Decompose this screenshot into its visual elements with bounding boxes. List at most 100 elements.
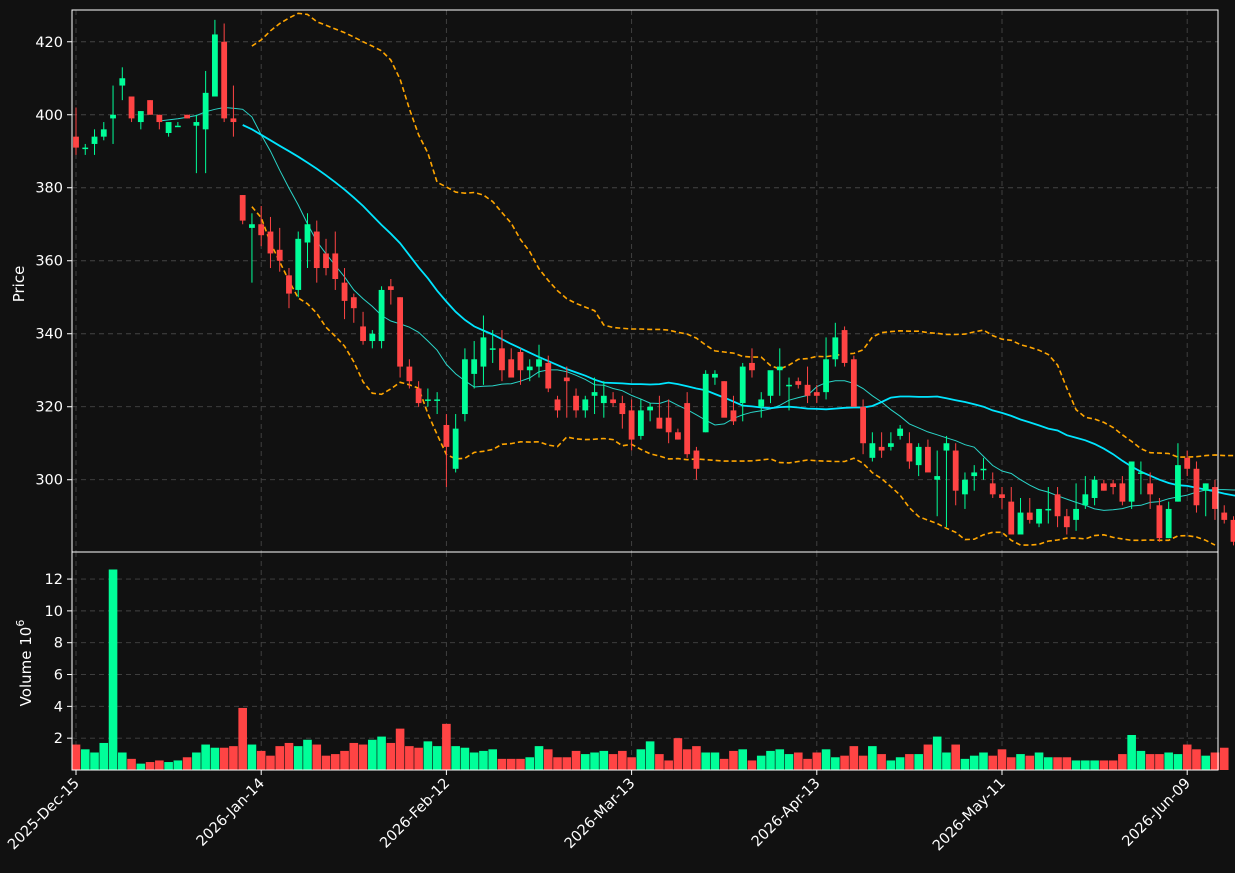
volume-bar: [395, 728, 405, 770]
volume-bar: [719, 758, 729, 770]
candle-body-up: [1036, 508, 1042, 524]
candle-body-up: [832, 337, 839, 360]
candle-body-up: [712, 373, 718, 378]
volume-bar: [164, 762, 173, 770]
volume-bar: [1155, 754, 1164, 770]
candle-body-down: [258, 224, 265, 236]
candle-body-down: [1100, 483, 1107, 491]
price-tick-label: 300: [35, 473, 63, 489]
volume-bar: [1034, 752, 1044, 770]
candle-body-down: [406, 366, 413, 382]
candle-body-up: [776, 366, 783, 371]
candle-body-up: [452, 428, 459, 469]
volume-bar: [543, 749, 553, 770]
volume-bar: [682, 749, 692, 770]
candle-body-up: [174, 125, 181, 128]
volume-bar: [608, 754, 618, 770]
candle-body-up: [934, 476, 941, 480]
candle-body-down: [999, 494, 1005, 498]
price-tick-label: 420: [35, 35, 63, 51]
candle-body-up: [489, 348, 496, 350]
candle-body-down: [517, 351, 524, 371]
volume-bar: [553, 757, 562, 770]
candle-body-down: [156, 114, 163, 123]
candle-body-down: [563, 377, 570, 382]
volume-bar: [979, 752, 988, 770]
volume-bar: [442, 723, 451, 770]
candle-body-up: [823, 359, 829, 393]
candle-body-down: [545, 362, 552, 389]
volume-tick-label: 8: [54, 636, 63, 652]
volume-bar: [506, 758, 516, 770]
candle-body-down: [730, 410, 737, 422]
candle-body-up: [1165, 508, 1172, 539]
volume-bar: [71, 744, 81, 770]
volume-bar: [775, 749, 785, 770]
volume-bar: [460, 747, 470, 770]
candle-body-up: [434, 399, 441, 401]
volume-bar: [1062, 757, 1072, 770]
volume-bar: [293, 746, 303, 770]
volume-bar: [1099, 760, 1109, 770]
candle-body-up: [202, 92, 209, 130]
volume-panel-frame: [71, 551, 1219, 771]
candle-body-down: [508, 359, 515, 378]
candle-body-up: [1082, 494, 1089, 506]
volume-bar: [784, 754, 794, 770]
candle-body-up: [536, 359, 542, 367]
volume-bar: [766, 750, 775, 770]
volume-tick-label: 6: [54, 668, 63, 684]
candle-body-up: [1091, 479, 1098, 498]
candle-body-up: [1045, 508, 1052, 511]
volume-bar: [127, 758, 136, 770]
candle-body-down: [860, 406, 866, 444]
volume-bar: [636, 749, 646, 770]
candle-body-up: [897, 428, 904, 436]
candle-body-up: [304, 224, 311, 243]
volume-bar: [136, 763, 146, 770]
volume-bar: [710, 752, 720, 770]
candle-body-down: [925, 446, 931, 473]
volume-bar: [469, 752, 479, 770]
volume-bar: [1044, 757, 1053, 770]
candle-body-up: [971, 472, 978, 477]
candle-body-down: [573, 395, 579, 411]
volume-bar: [1136, 750, 1146, 770]
volume-bar: [923, 744, 933, 770]
candle-body-down: [1221, 512, 1228, 520]
candle-body-up: [378, 289, 385, 342]
volume-bar: [1118, 754, 1127, 770]
candle-body-up: [962, 479, 968, 495]
price-tick-label: 400: [35, 108, 63, 124]
volume-bar: [664, 760, 673, 770]
candle-body-down: [1147, 483, 1154, 495]
candle-body-down: [276, 249, 283, 261]
volume-bar: [312, 744, 322, 770]
volume-bar: [793, 752, 803, 770]
candle-body-up: [637, 410, 644, 436]
volume-bar: [960, 758, 970, 770]
volume-bar: [256, 750, 266, 770]
volume-bar: [618, 750, 627, 770]
candle-body-up: [165, 122, 172, 133]
candle-body-down: [230, 118, 237, 123]
candle-body-up: [82, 147, 89, 150]
volume-bar: [932, 736, 942, 770]
volume-bar: [812, 752, 822, 770]
volume-bar: [349, 742, 359, 770]
volume-bar: [145, 762, 155, 770]
candle-body-up: [943, 443, 950, 451]
candle-body-up: [295, 238, 302, 290]
candle-body-up: [591, 392, 598, 396]
candle-body-down: [906, 443, 913, 462]
volume-bar: [247, 744, 257, 770]
candle-body-down: [350, 297, 357, 309]
volume-axis-label-text: Volume 10: [17, 627, 35, 707]
price-y-ticks: 300 320 340 360 380 400 420: [35, 35, 72, 489]
candle-body-down: [1156, 505, 1163, 539]
candle-body-up: [249, 224, 255, 228]
volume-bar: [386, 742, 396, 770]
volume-bars: [71, 569, 1229, 770]
volume-bar: [1210, 752, 1220, 770]
candle-body-down: [952, 450, 959, 491]
